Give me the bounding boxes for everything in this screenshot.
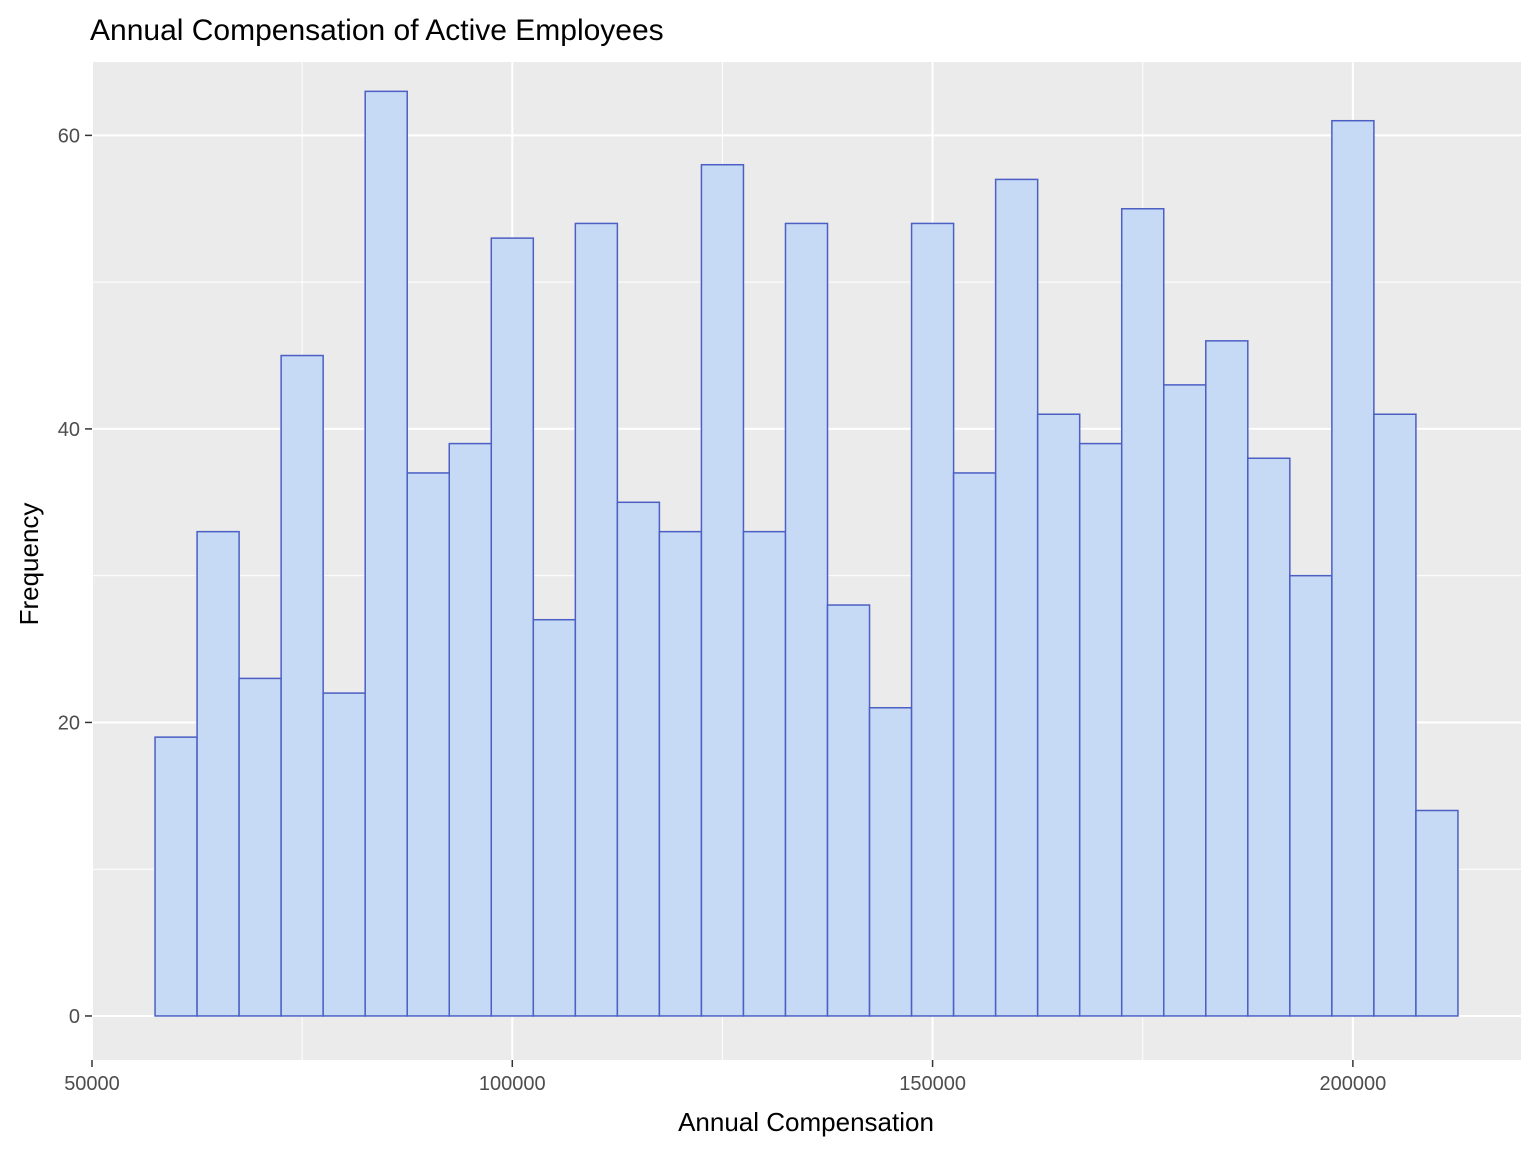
histogram-bar: [1289, 574, 1333, 1017]
y-tick-label: 0: [69, 1006, 80, 1028]
histogram-bar: [1247, 457, 1291, 1017]
histogram-bar: [1415, 809, 1459, 1017]
histogram-bar: [490, 237, 535, 1017]
histogram-bar: [742, 530, 787, 1017]
y-tick-label: 60: [58, 125, 80, 147]
histogram-bar: [532, 618, 577, 1017]
chart-title: Annual Compensation of Active Employees: [90, 14, 664, 47]
histogram-bar: [196, 530, 240, 1017]
x-axis-title: Annual Compensation: [678, 1107, 934, 1137]
histogram-bar: [1163, 384, 1207, 1017]
y-tick-label: 20: [58, 712, 80, 734]
histogram-bar: [448, 442, 493, 1017]
histogram-bar: [1078, 442, 1123, 1017]
histogram-bar: [658, 530, 703, 1017]
y-axis-title: Frequency: [14, 503, 44, 626]
histogram-bar: [910, 222, 955, 1017]
x-tick-label: 150000: [899, 1073, 966, 1095]
histogram-bar: [616, 501, 661, 1017]
histogram-bar: [406, 472, 450, 1017]
histogram-bar: [826, 604, 871, 1017]
x-tick-label: 100000: [479, 1073, 546, 1095]
histogram-bar: [238, 677, 282, 1017]
histogram-bar: [1036, 413, 1081, 1017]
y-axis-ticks: 0 20 40 60: [58, 125, 92, 1028]
x-axis-ticks: 50000 100000 150000 200000: [64, 1060, 1386, 1095]
histogram-bar: [952, 472, 997, 1017]
x-tick-label: 50000: [64, 1073, 120, 1095]
histogram-bar: [1120, 208, 1165, 1017]
histogram-bar: [280, 354, 324, 1017]
histogram-bar: [154, 736, 198, 1017]
histogram-bar: [1373, 413, 1417, 1017]
histogram-bar: [322, 692, 366, 1017]
y-tick-label: 40: [58, 419, 80, 441]
histogram-bars: [154, 90, 1459, 1017]
histogram-bar: [1205, 340, 1249, 1017]
histogram-bar: [700, 163, 745, 1017]
histogram-bar: [784, 222, 829, 1017]
histogram-bar: [364, 90, 408, 1017]
x-tick-label: 200000: [1320, 1073, 1387, 1095]
histogram-bar: [868, 707, 913, 1017]
histogram-bar: [1331, 119, 1375, 1017]
histogram-bar: [574, 222, 619, 1017]
histogram-bar: [994, 178, 1039, 1017]
